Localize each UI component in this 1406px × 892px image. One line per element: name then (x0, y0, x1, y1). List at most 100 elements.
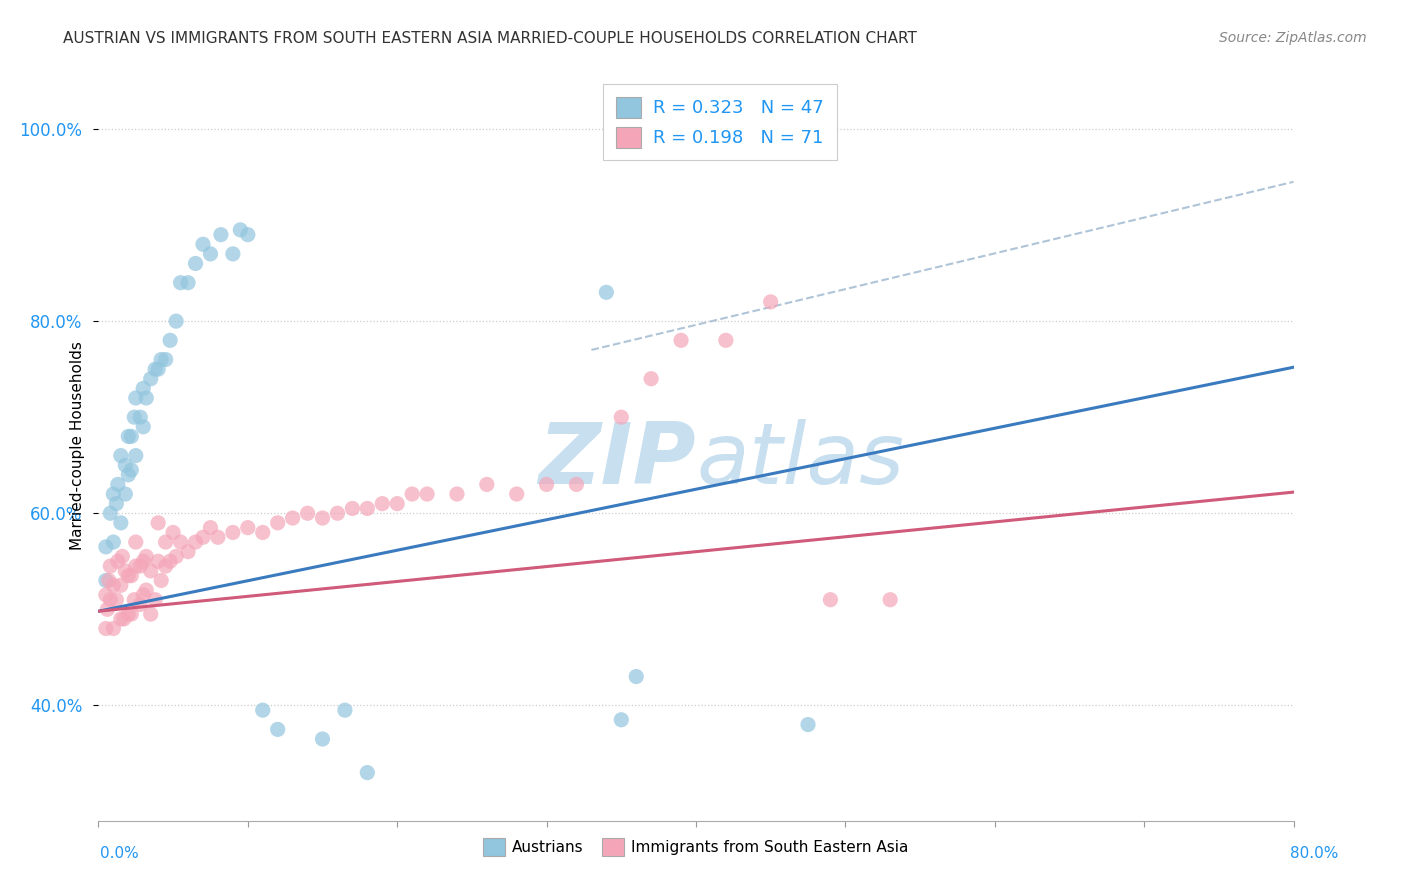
Point (117, 568, 139, 582)
Point (236, 227, 259, 242)
Point (132, 381, 155, 395)
Point (139, 607, 162, 621)
Point (595, 285, 617, 300)
Point (222, 525, 245, 540)
Point (200, 521, 222, 535)
Point (165, 314, 187, 328)
Point (209, 227, 232, 242)
Point (177, 544, 200, 558)
Point (281, 511, 304, 525)
Point (114, 487, 136, 501)
Point (139, 372, 162, 386)
Point (94, 622, 117, 636)
Point (222, 247, 245, 261)
Point (120, 568, 142, 582)
Point (626, 669, 648, 683)
Point (132, 419, 155, 434)
Point (120, 607, 142, 621)
Point (135, 391, 157, 405)
Point (610, 713, 633, 727)
Text: ZIP: ZIP (538, 419, 696, 502)
Point (229, 223, 252, 237)
Point (129, 410, 152, 425)
Point (333, 703, 356, 717)
Point (132, 588, 155, 602)
Point (110, 449, 132, 463)
Point (120, 429, 142, 443)
Point (267, 723, 290, 737)
Point (714, 334, 737, 348)
Point (135, 583, 157, 598)
Point (114, 564, 136, 578)
Point (125, 559, 148, 574)
Point (107, 477, 129, 491)
Point (103, 535, 125, 549)
Point (103, 487, 125, 501)
Point (536, 477, 558, 491)
Point (184, 256, 207, 270)
Text: Source: ZipAtlas.com: Source: ZipAtlas.com (1219, 31, 1367, 45)
Point (177, 276, 200, 290)
Point (125, 391, 148, 405)
Point (98, 592, 122, 607)
Point (169, 276, 191, 290)
Point (129, 598, 152, 612)
Point (94, 540, 117, 554)
Point (297, 506, 319, 520)
Point (103, 622, 125, 636)
Point (150, 352, 173, 367)
Point (148, 554, 170, 568)
Point (129, 559, 152, 574)
Point (797, 717, 820, 731)
Point (148, 362, 170, 376)
Point (169, 535, 191, 549)
Point (107, 554, 129, 568)
Point (371, 497, 394, 511)
Point (110, 516, 132, 530)
Point (401, 487, 423, 501)
Point (98, 559, 122, 574)
Point (105, 592, 128, 607)
Point (669, 334, 692, 348)
Point (112, 612, 135, 626)
Point (155, 352, 177, 367)
Point (150, 574, 173, 588)
Point (207, 530, 229, 544)
Point (252, 525, 274, 540)
Point (759, 294, 782, 309)
Point (114, 458, 136, 473)
Point (356, 501, 378, 516)
Text: atlas: atlas (696, 419, 904, 502)
Point (96, 602, 118, 616)
Point (143, 362, 166, 376)
Text: 80.0%: 80.0% (1291, 847, 1339, 861)
Point (117, 429, 139, 443)
Point (820, 592, 842, 607)
Point (565, 477, 588, 491)
Point (103, 578, 125, 592)
Point (267, 516, 290, 530)
Point (640, 372, 662, 386)
Point (94, 574, 117, 588)
Point (159, 334, 181, 348)
Point (191, 530, 214, 544)
Point (252, 703, 274, 717)
Point (610, 410, 633, 425)
Point (159, 554, 181, 568)
Point (416, 487, 439, 501)
Point (311, 511, 333, 525)
Point (879, 592, 901, 607)
Point (162, 525, 184, 540)
Legend: Austrians, Immigrants from South Eastern Asia: Austrians, Immigrants from South Eastern… (477, 832, 915, 862)
Point (155, 535, 177, 549)
Point (155, 559, 177, 574)
Y-axis label: Married-couple Households: Married-couple Households (69, 342, 84, 550)
Point (191, 237, 214, 252)
Point (105, 497, 128, 511)
Point (98, 506, 122, 520)
Point (111, 549, 134, 564)
Point (132, 554, 155, 568)
Point (117, 467, 139, 482)
Point (97, 574, 120, 588)
Point (135, 549, 157, 564)
